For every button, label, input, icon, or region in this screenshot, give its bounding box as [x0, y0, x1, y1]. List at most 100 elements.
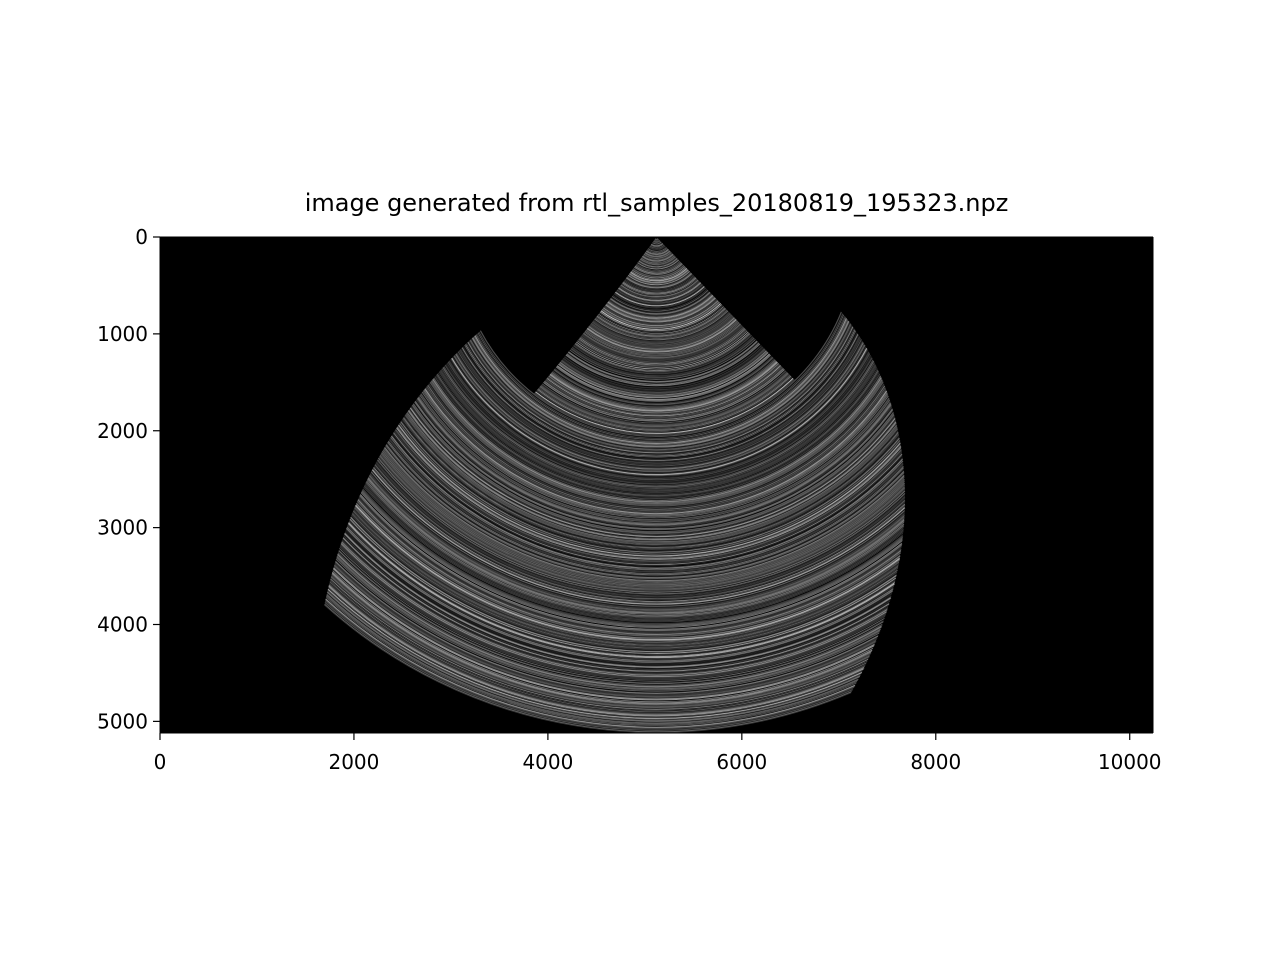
fan-arc [559, 350, 767, 396]
fan-arc [327, 588, 862, 719]
fan-arc [637, 259, 679, 270]
fan-arc [364, 484, 904, 620]
fan-arc [601, 301, 720, 329]
fan-arc [333, 567, 875, 700]
fan-arc [639, 257, 677, 266]
fan-arc [576, 331, 749, 370]
fan-arc [473, 319, 849, 446]
fan-arc [356, 500, 901, 637]
fan-arc [334, 563, 877, 696]
fan-arc [450, 348, 868, 477]
fan-arc [476, 315, 845, 442]
fan-arc [452, 346, 867, 474]
fan-arc [365, 483, 904, 619]
fan-arc [345, 529, 893, 665]
fan-arc [351, 514, 898, 651]
fan-arc [360, 491, 903, 628]
fan-arc [325, 597, 857, 726]
fan-arc [354, 505, 900, 642]
fan-arc [331, 572, 872, 705]
fan-arc [624, 275, 695, 291]
fan-arc [333, 564, 877, 698]
fan-arc [447, 353, 871, 481]
fan-arc [404, 416, 899, 547]
fan-arc [369, 473, 905, 610]
fan-arc [331, 574, 871, 707]
fan-arc [425, 387, 887, 513]
fan-arc [365, 481, 905, 617]
fan-arc [556, 353, 770, 401]
fan-arc [385, 444, 905, 579]
fan-arc [616, 284, 704, 305]
fan-arc [594, 310, 729, 341]
fan-arc [635, 261, 681, 273]
fan-arc [592, 312, 731, 344]
fan-arc [341, 540, 889, 675]
fan-arc [640, 255, 675, 264]
fan-arc [345, 528, 893, 664]
fan-arc [396, 426, 902, 560]
fan-arc [412, 404, 895, 534]
fan-arc [326, 592, 860, 722]
fan-arc [567, 341, 759, 383]
fan-arc [329, 581, 867, 712]
fan-arc [641, 253, 674, 262]
fan-arc [421, 391, 889, 519]
y-tick-label: 2000 [97, 419, 148, 443]
fan-arc [418, 395, 891, 524]
fan-arc [427, 385, 886, 511]
fan-arc [538, 374, 790, 429]
fan-arc [598, 306, 724, 334]
x-tick-label: 6000 [716, 750, 767, 774]
fan-arc [401, 419, 900, 551]
fan-arc [573, 335, 753, 375]
fan-arc [327, 589, 862, 720]
fan-arc [440, 363, 876, 490]
fan-arc [335, 558, 880, 692]
fan-arc [374, 463, 906, 599]
fan-arc [417, 396, 892, 525]
fan-arc [388, 440, 904, 574]
fan-arc [402, 418, 899, 550]
fan-arc [599, 304, 723, 332]
fan-arc [603, 299, 718, 326]
fan-arc [409, 407, 896, 538]
fan-arc [444, 357, 873, 485]
fan-arc [463, 331, 857, 458]
fan-arc [359, 494, 903, 631]
fan-arc [589, 316, 734, 349]
fan-arc [615, 285, 705, 306]
fan-arc [363, 485, 904, 622]
fan-arc [650, 243, 664, 248]
fan-arc [592, 312, 730, 343]
fan-arc [652, 240, 661, 244]
fan-arc [603, 300, 719, 326]
fan-arc [548, 363, 780, 414]
fan-arc [595, 308, 727, 338]
fan-arc [569, 339, 756, 380]
fan-arc [566, 342, 760, 386]
fan-arc [391, 435, 903, 569]
fan-arc [441, 362, 875, 489]
fan-arc [565, 344, 761, 387]
fan-arc [324, 602, 853, 731]
fan-arc [420, 394, 890, 521]
fan-arc [389, 438, 904, 573]
fan-arc [538, 373, 790, 429]
fan-arc [387, 441, 904, 576]
fan-arc [337, 553, 882, 688]
fan-arc [613, 288, 707, 309]
fan-arc [456, 340, 863, 468]
fan-arc [358, 496, 902, 633]
fan-arc [446, 354, 871, 482]
fan-arc [578, 328, 746, 366]
fan-arc [549, 362, 779, 412]
fan-arc [585, 321, 739, 355]
fan-arc [360, 494, 903, 630]
fan-arc [618, 282, 702, 301]
fan-arc [403, 417, 899, 548]
fan-arc [536, 377, 793, 433]
fan-arc [401, 420, 900, 552]
fan-arc [470, 322, 851, 449]
